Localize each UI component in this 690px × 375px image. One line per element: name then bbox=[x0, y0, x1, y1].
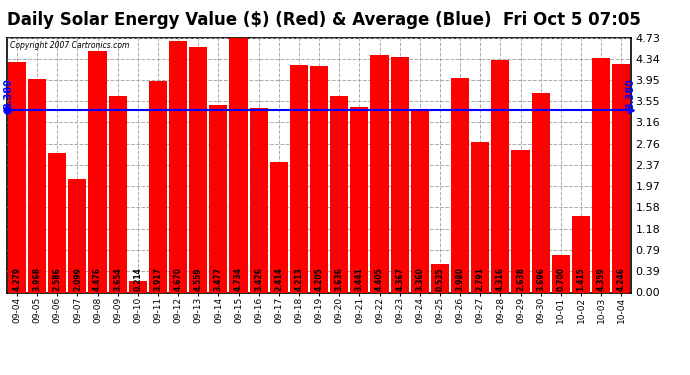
Bar bbox=[351, 107, 368, 292]
Text: 0.214: 0.214 bbox=[133, 267, 142, 291]
Text: 4.359: 4.359 bbox=[597, 268, 606, 291]
Text: 3.654: 3.654 bbox=[113, 268, 122, 291]
Bar bbox=[471, 142, 489, 292]
Bar bbox=[612, 64, 631, 292]
Text: 3.968: 3.968 bbox=[32, 267, 41, 291]
Text: 2.414: 2.414 bbox=[275, 267, 284, 291]
Bar bbox=[149, 81, 167, 292]
Text: 4.670: 4.670 bbox=[174, 267, 183, 291]
Bar bbox=[28, 79, 46, 292]
Text: 4.205: 4.205 bbox=[315, 268, 324, 291]
Text: 3.441: 3.441 bbox=[355, 267, 364, 291]
Text: 4.367: 4.367 bbox=[395, 267, 404, 291]
Bar bbox=[491, 60, 509, 292]
Bar bbox=[68, 179, 86, 292]
Text: 4.213: 4.213 bbox=[295, 267, 304, 291]
Text: 3.980: 3.980 bbox=[455, 267, 464, 291]
Bar bbox=[48, 153, 66, 292]
Bar bbox=[411, 111, 429, 292]
Bar bbox=[169, 41, 187, 292]
Text: 4.734: 4.734 bbox=[234, 267, 243, 291]
Bar bbox=[391, 57, 408, 292]
Bar bbox=[209, 105, 228, 292]
Bar bbox=[270, 162, 288, 292]
Bar bbox=[108, 96, 127, 292]
Text: 2.638: 2.638 bbox=[516, 267, 525, 291]
Bar bbox=[290, 65, 308, 292]
Bar bbox=[8, 62, 26, 292]
Bar bbox=[552, 255, 570, 292]
Bar bbox=[431, 264, 449, 292]
Text: 4.476: 4.476 bbox=[93, 267, 102, 291]
Text: 2.099: 2.099 bbox=[73, 267, 82, 291]
Bar bbox=[592, 57, 610, 292]
Bar bbox=[250, 108, 268, 292]
Text: 3.380: 3.380 bbox=[625, 78, 635, 109]
Text: 3.380: 3.380 bbox=[3, 78, 13, 109]
Bar bbox=[310, 66, 328, 292]
Bar bbox=[531, 93, 550, 292]
Text: 3.360: 3.360 bbox=[415, 267, 424, 291]
Text: 4.316: 4.316 bbox=[496, 267, 505, 291]
Text: Copyright 2007 Cartronics.com: Copyright 2007 Cartronics.com bbox=[10, 41, 130, 50]
Text: 3.477: 3.477 bbox=[214, 267, 223, 291]
Text: 3.426: 3.426 bbox=[254, 267, 263, 291]
Text: 1.415: 1.415 bbox=[576, 268, 586, 291]
Text: 3.636: 3.636 bbox=[335, 267, 344, 291]
Text: 0.535: 0.535 bbox=[435, 268, 444, 291]
Text: 4.559: 4.559 bbox=[194, 268, 203, 291]
Bar bbox=[129, 281, 147, 292]
Text: 4.405: 4.405 bbox=[375, 268, 384, 291]
Text: 4.246: 4.246 bbox=[617, 267, 626, 291]
Text: 3.917: 3.917 bbox=[153, 267, 162, 291]
Text: 2.791: 2.791 bbox=[476, 267, 485, 291]
Text: 4.279: 4.279 bbox=[12, 267, 21, 291]
Text: 3.696: 3.696 bbox=[536, 267, 545, 291]
Text: 0.700: 0.700 bbox=[556, 267, 565, 291]
Text: Daily Solar Energy Value ($) (Red) & Average (Blue)  Fri Oct 5 07:05: Daily Solar Energy Value ($) (Red) & Ave… bbox=[8, 11, 641, 29]
Bar bbox=[511, 150, 530, 292]
Bar bbox=[371, 55, 388, 292]
Bar bbox=[88, 51, 107, 292]
Bar bbox=[451, 78, 469, 292]
Text: 2.586: 2.586 bbox=[52, 267, 62, 291]
Bar bbox=[572, 216, 590, 292]
Bar bbox=[189, 47, 207, 292]
Bar bbox=[230, 37, 248, 292]
Bar bbox=[331, 96, 348, 292]
